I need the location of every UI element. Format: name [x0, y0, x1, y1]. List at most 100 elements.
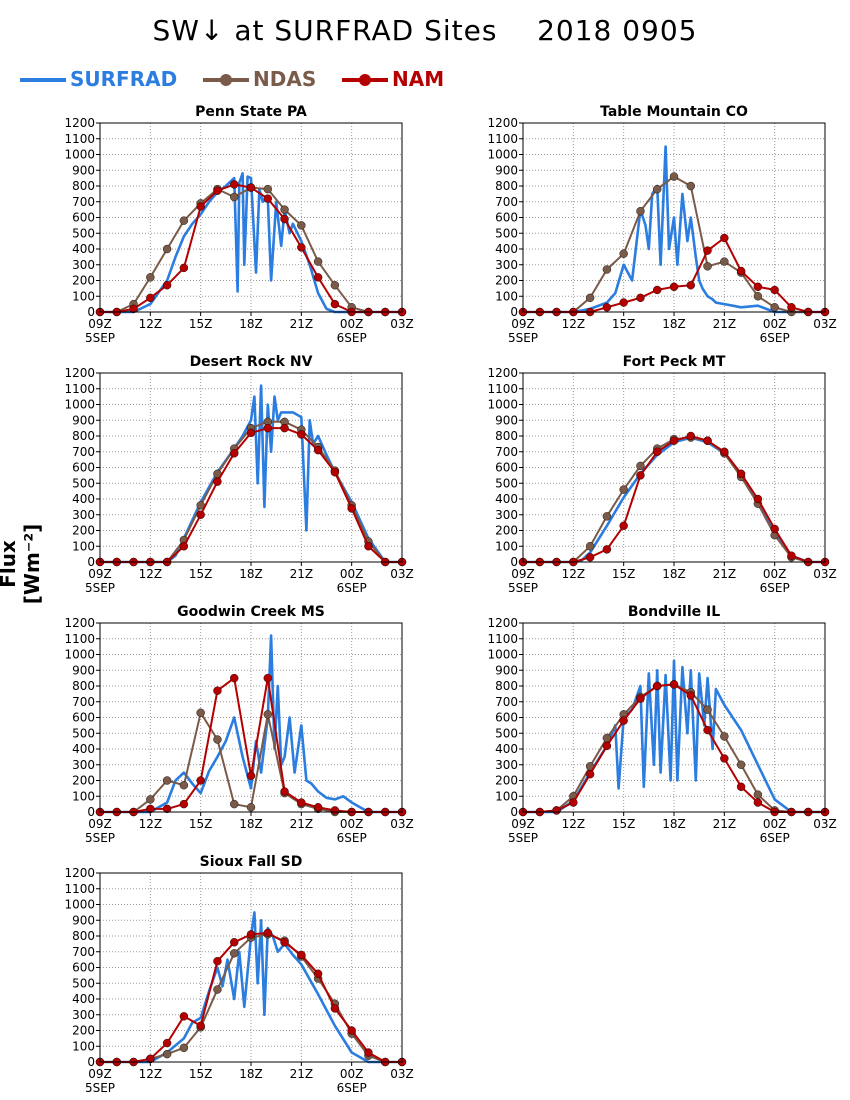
y-tick-label: 0	[510, 555, 518, 569]
x-tick-label: 15Z	[612, 317, 636, 331]
data-point-nam	[313, 445, 323, 455]
data-point-nam	[686, 691, 695, 700]
y-tick-label: 400	[72, 992, 95, 1006]
data-point-nam	[213, 686, 222, 695]
data-point-ndas	[720, 257, 729, 266]
panel-title: Goodwin Creek MS	[177, 604, 325, 620]
y-tick-label: 400	[495, 492, 518, 506]
y-tick-label: 300	[495, 508, 518, 522]
legend-swatch-ndas	[203, 74, 249, 86]
data-point-nam	[720, 447, 729, 456]
panel-title: Table Mountain CO	[600, 104, 748, 120]
y-tick-label: 1200	[64, 366, 95, 380]
y-tick-label: 0	[87, 805, 95, 819]
y-tick-label: 600	[72, 211, 95, 225]
x-tick-label: 12Z	[562, 317, 586, 331]
x-tick-label: 18Z	[239, 817, 263, 831]
y-tick-label: 900	[495, 413, 518, 427]
x-tick-label: 00Z	[340, 1067, 364, 1081]
x-tick-label: 15Z	[189, 317, 213, 331]
plot-frame	[522, 622, 826, 813]
data-point-ndas	[686, 181, 695, 191]
panel-fort-peck-mt: Fort Peck MT0100200300400500600700800900…	[487, 354, 836, 595]
y-tick-label: 0	[87, 305, 95, 319]
x-tick-label: 21Z	[713, 567, 737, 581]
data-point-nam	[263, 194, 272, 203]
data-point-nam	[636, 293, 645, 303]
y-tick-label: 400	[495, 242, 518, 256]
y-tick-label: 200	[495, 774, 518, 788]
x-tick-label: 09Z	[88, 1067, 112, 1081]
data-point-ndas	[246, 803, 256, 812]
y-tick-label: 100	[72, 789, 95, 803]
x-tick-label: 09Z	[88, 817, 112, 831]
data-point-ndas	[313, 257, 323, 266]
y-tick-label: 900	[495, 663, 518, 677]
data-point-nam	[653, 447, 662, 456]
data-point-nam	[263, 423, 272, 433]
x-date-label: 6SEP	[337, 831, 367, 845]
data-point-nam	[162, 281, 172, 290]
x-tick-label: 15Z	[189, 567, 213, 581]
data-point-ndas	[162, 776, 172, 785]
data-point-ndas	[653, 184, 662, 194]
data-point-nam	[703, 246, 712, 255]
y-tick-label: 100	[495, 539, 518, 553]
y-tick-label: 700	[495, 695, 518, 709]
x-tick-label: 18Z	[662, 567, 686, 581]
x-date-label: 5SEP	[85, 581, 115, 595]
data-point-nam	[753, 494, 763, 504]
y-tick-label: 900	[72, 913, 95, 927]
data-point-nam	[313, 969, 323, 978]
data-point-nam	[569, 798, 578, 807]
data-point-nam	[364, 1048, 373, 1057]
data-point-ndas	[585, 542, 595, 551]
y-tick-label: 600	[72, 461, 95, 475]
data-point-nam	[162, 804, 172, 814]
x-tick-label: 00Z	[763, 317, 787, 331]
y-tick-label: 600	[495, 211, 518, 225]
y-tick-label: 500	[72, 226, 95, 240]
x-tick-label: 03Z	[813, 317, 837, 331]
y-tick-label: 1000	[64, 148, 95, 162]
data-point-nam	[146, 804, 155, 814]
data-point-nam	[280, 938, 289, 947]
y-tick-label: 100	[495, 789, 518, 803]
y-tick-label: 100	[72, 539, 95, 553]
data-point-nam	[246, 930, 256, 939]
plot-frame	[99, 622, 403, 813]
x-date-label: 5SEP	[508, 831, 538, 845]
x-tick-label: 03Z	[390, 1067, 414, 1081]
data-point-nam	[602, 741, 612, 751]
data-point-ndas	[263, 184, 272, 194]
legend-label-surfrad: SURFRAD	[70, 67, 178, 91]
plot-frame	[99, 872, 403, 1063]
y-tick-label: 300	[495, 258, 518, 272]
y-tick-label: 1000	[487, 648, 518, 662]
data-point-nam	[585, 553, 595, 562]
data-point-nam	[230, 938, 239, 947]
series-line-surfrad	[100, 911, 402, 1064]
y-tick-label: 700	[72, 695, 95, 709]
y-tick-label: 800	[495, 179, 518, 193]
y-tick-label: 1100	[487, 132, 518, 146]
panel-sioux-fall-sd: Sioux Fall SD010020030040050060070080090…	[64, 854, 413, 1095]
y-tick-label: 600	[495, 461, 518, 475]
data-point-nam	[619, 521, 628, 530]
panel-penn-state-pa: Penn State PA010020030040050060070080090…	[64, 104, 413, 345]
data-point-nam	[686, 431, 695, 441]
y-tick-label: 100	[72, 289, 95, 303]
data-point-nam	[736, 266, 746, 276]
y-tick-label: 1200	[64, 866, 95, 880]
x-tick-label: 18Z	[239, 317, 263, 331]
data-point-nam	[196, 510, 205, 519]
y-tick-label: 700	[72, 945, 95, 959]
y-tick-label: 800	[72, 679, 95, 693]
y-tick-label: 1200	[64, 116, 95, 130]
x-tick-label: 03Z	[813, 817, 837, 831]
data-point-ndas	[230, 799, 239, 809]
x-tick-label: 21Z	[290, 817, 314, 831]
y-tick-label: 1000	[487, 148, 518, 162]
y-tick-label: 0	[510, 305, 518, 319]
